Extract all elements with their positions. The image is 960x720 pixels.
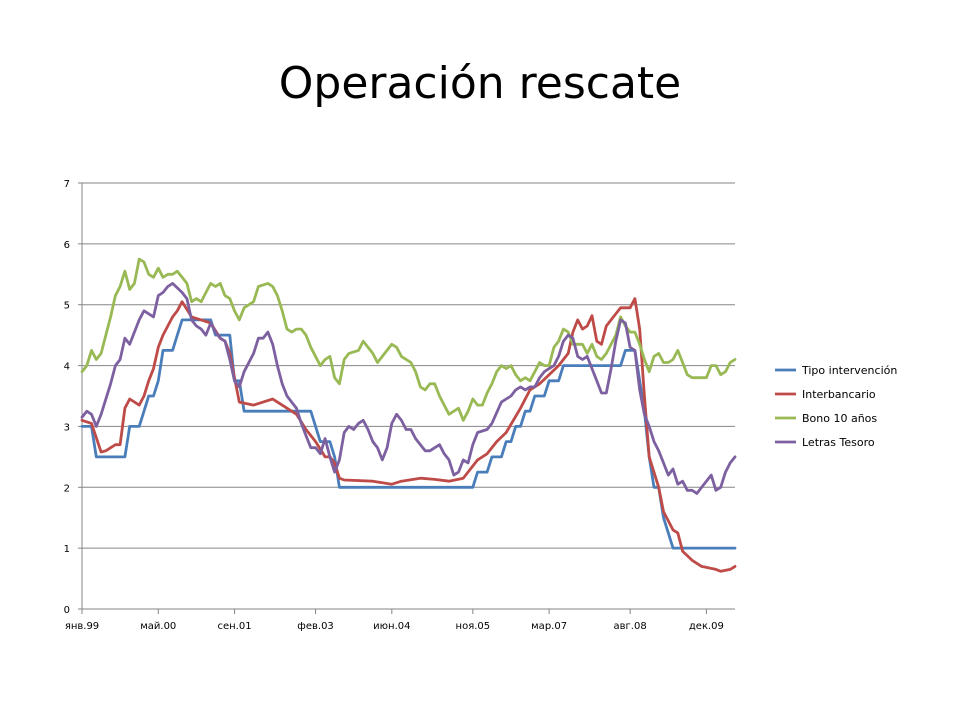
legend-label-bono-10-anos: Bono 10 años <box>802 412 877 425</box>
x-tick-label: сен.01 <box>217 621 251 632</box>
x-tick-label: авг.08 <box>614 621 647 632</box>
series-lines <box>80 257 737 573</box>
y-tick-label: 3 <box>64 422 70 433</box>
x-tick-label: фев.03 <box>297 621 334 632</box>
y-tick-label: 4 <box>64 362 70 373</box>
y-tick-label: 7 <box>64 179 70 190</box>
y-tick-label: 0 <box>64 605 70 616</box>
series-line-letras-tesoro <box>80 282 737 495</box>
x-tick-label: дек.09 <box>689 621 724 632</box>
series-line-tipo-intervencion <box>80 318 737 550</box>
x-tick-label: ноя.05 <box>456 621 491 632</box>
axes: 0 1 2 3 4 5 6 7 янв.99 май.00 сен.01 фев.03 июн.04 но… <box>64 179 735 632</box>
legend-label-interbancario: Interbancario <box>802 388 876 401</box>
x-tick-label: июн.04 <box>373 621 410 632</box>
y-tick-label: 6 <box>64 240 70 251</box>
y-tick-label: 1 <box>64 544 70 555</box>
y-tick-label: 2 <box>64 483 70 494</box>
x-tick-label: янв.99 <box>65 621 99 632</box>
series-line-bono-10-anos <box>80 257 737 422</box>
legend: Tipo intervención Interbancario Bono 10 añ… <box>775 364 897 449</box>
legend-label-letras-tesoro: Letras Tesoro <box>802 436 875 449</box>
legend-label-tipo-intervencion: Tipo intervención <box>801 364 897 377</box>
series-line-interbancario <box>80 297 737 573</box>
x-tick-label: май.00 <box>140 621 176 632</box>
x-tick-label: мар.07 <box>531 621 567 632</box>
y-tick-label: 5 <box>64 301 70 312</box>
slide-title: Operación rescate <box>278 58 682 109</box>
